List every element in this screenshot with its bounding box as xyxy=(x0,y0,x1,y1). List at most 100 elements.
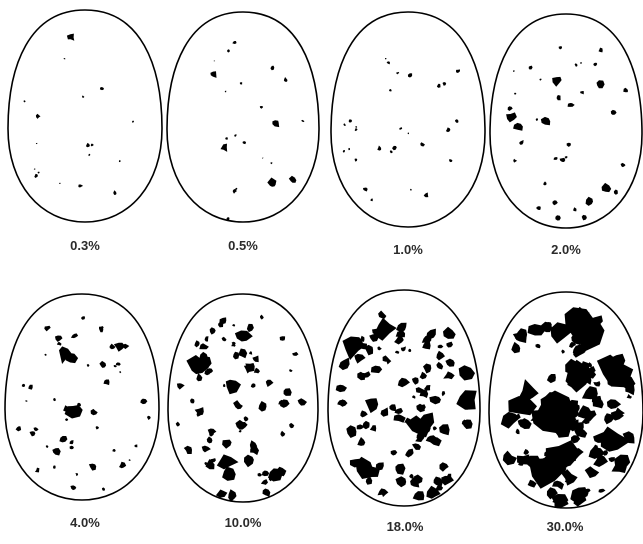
egg-spot xyxy=(99,327,104,333)
egg-spot xyxy=(53,465,56,469)
egg-spot xyxy=(596,354,634,388)
egg-spot xyxy=(33,427,39,432)
egg-spot xyxy=(422,341,431,350)
egg-spot xyxy=(395,350,400,354)
egg-spots xyxy=(210,41,305,221)
egg-spot xyxy=(574,344,587,355)
egg-spot xyxy=(585,410,597,422)
egg-spot xyxy=(546,487,558,500)
egg-spot xyxy=(369,425,377,432)
egg-spot xyxy=(186,355,209,375)
egg-spot xyxy=(569,448,584,457)
egg-spot xyxy=(425,435,438,443)
egg-spot xyxy=(439,462,449,472)
egg-spot xyxy=(45,445,49,448)
egg-spot xyxy=(500,411,518,429)
egg-spot xyxy=(206,436,213,444)
egg-spot xyxy=(134,444,138,448)
egg-spot xyxy=(395,476,407,488)
egg-spot xyxy=(279,336,286,341)
egg-spot xyxy=(622,431,635,444)
egg-panel xyxy=(4,293,160,501)
egg-spot xyxy=(378,310,387,319)
egg-spot xyxy=(407,132,409,135)
egg-spot xyxy=(458,365,475,381)
egg-spot xyxy=(356,424,364,430)
egg-spot xyxy=(258,401,267,412)
egg-spot xyxy=(508,396,537,416)
egg-spot xyxy=(53,398,56,402)
egg-spot xyxy=(59,182,61,184)
egg-spot xyxy=(567,321,577,331)
egg-spot xyxy=(243,365,253,374)
egg-spot xyxy=(113,342,126,352)
coverage-label-2-0: 2.0% xyxy=(551,242,581,257)
egg-spot xyxy=(372,327,383,336)
egg-spot xyxy=(613,407,625,417)
egg-spot xyxy=(598,47,603,53)
egg-spot xyxy=(550,422,560,431)
egg-spot xyxy=(601,182,612,193)
egg-spot xyxy=(527,479,537,488)
egg-spot xyxy=(412,443,421,450)
egg-spot xyxy=(446,341,453,348)
egg-spot xyxy=(441,475,454,486)
egg-spot xyxy=(44,353,47,356)
egg-spot xyxy=(183,445,192,454)
egg-spot xyxy=(227,49,230,53)
egg-panel xyxy=(7,9,163,223)
egg-spot xyxy=(228,489,237,502)
egg-spot xyxy=(204,336,209,342)
egg-spot xyxy=(65,418,69,421)
egg-spot xyxy=(119,461,127,469)
egg-spot xyxy=(593,381,601,387)
egg-spot xyxy=(513,158,518,163)
egg-spot xyxy=(517,419,528,428)
egg-spot xyxy=(191,359,197,366)
egg-spot xyxy=(35,142,38,145)
egg-spot xyxy=(519,379,539,403)
egg-spot xyxy=(561,349,565,354)
egg-spot xyxy=(283,77,288,82)
egg-spot xyxy=(574,493,583,501)
egg-spot xyxy=(556,95,561,101)
egg-spot xyxy=(515,428,520,435)
egg-spot xyxy=(432,426,437,431)
egg-spot xyxy=(113,365,117,368)
egg-spot xyxy=(580,62,582,64)
egg-spot xyxy=(456,390,477,410)
egg-spot xyxy=(377,488,389,496)
egg-spot xyxy=(558,46,562,50)
egg-spot xyxy=(390,450,398,456)
egg-spot xyxy=(588,362,592,368)
egg-spot xyxy=(416,403,425,413)
egg-spot xyxy=(37,171,40,174)
egg-spot xyxy=(435,484,444,491)
egg-spot xyxy=(513,122,523,131)
egg-spot xyxy=(364,344,374,356)
egg-spot xyxy=(222,439,232,449)
egg-spot xyxy=(613,189,618,195)
egg-spot xyxy=(409,473,414,479)
egg-spot xyxy=(29,431,36,437)
egg-spot xyxy=(348,119,353,123)
egg-spot xyxy=(575,306,590,319)
egg-spot xyxy=(397,377,410,388)
egg-spot xyxy=(354,158,358,162)
egg-spot xyxy=(389,150,393,154)
egg-spot xyxy=(389,89,392,92)
egg-spot xyxy=(246,323,254,333)
egg-spot xyxy=(222,466,236,481)
egg-spot xyxy=(232,189,237,194)
egg-spot xyxy=(118,159,121,163)
egg-spot xyxy=(88,153,91,157)
egg-spot xyxy=(564,156,568,159)
egg-spot xyxy=(95,426,99,430)
egg-spot xyxy=(559,157,566,162)
egg-spot xyxy=(574,366,580,370)
egg-spot xyxy=(393,414,406,423)
egg-spot xyxy=(59,346,72,364)
egg-spot xyxy=(70,333,79,339)
egg-spot xyxy=(235,419,245,430)
egg-spot xyxy=(34,467,40,473)
